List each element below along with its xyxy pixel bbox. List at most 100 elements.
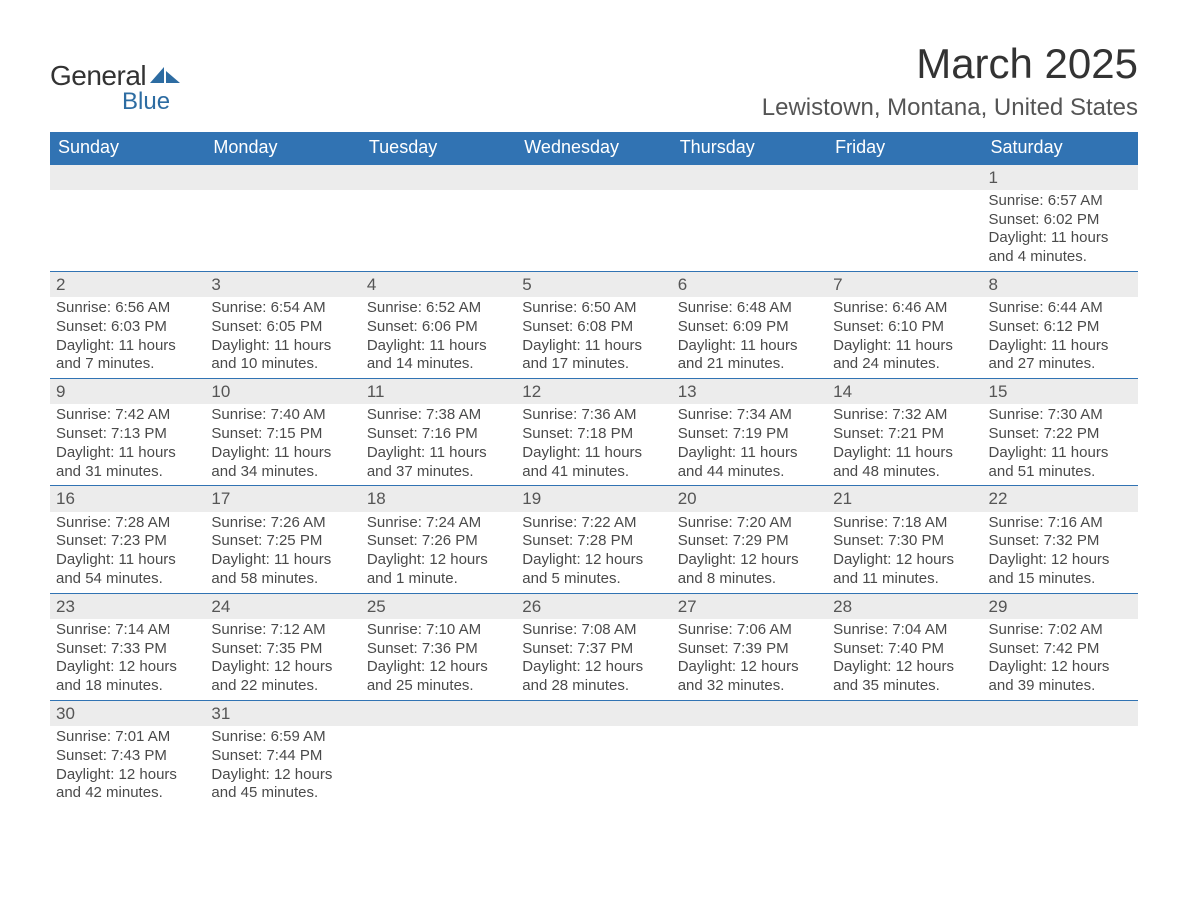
sunset-text: Sunset: 7:30 PM [833, 532, 976, 551]
calendar-day-cell: 16Sunrise: 7:28 AMSunset: 7:23 PMDayligh… [50, 486, 205, 593]
day-number [361, 701, 516, 726]
weekday-header: Thursday [672, 132, 827, 164]
day-data: Sunrise: 7:30 AMSunset: 7:22 PMDaylight:… [983, 404, 1138, 485]
sunrise-text: Sunrise: 7:28 AM [56, 514, 199, 533]
calendar-day-cell: 4Sunrise: 6:52 AMSunset: 6:06 PMDaylight… [361, 271, 516, 378]
sunrise-text: Sunrise: 6:48 AM [678, 299, 821, 318]
day-number: 5 [516, 272, 671, 297]
day-number: 17 [205, 486, 360, 511]
day-data: Sunrise: 7:14 AMSunset: 7:33 PMDaylight:… [50, 619, 205, 700]
day-number: 4 [361, 272, 516, 297]
daylight-text: Daylight: 12 hours and 18 minutes. [56, 658, 199, 696]
day-data: Sunrise: 7:01 AMSunset: 7:43 PMDaylight:… [50, 726, 205, 807]
daylight-text: Daylight: 11 hours and 7 minutes. [56, 337, 199, 375]
calendar-table: Sunday Monday Tuesday Wednesday Thursday… [50, 132, 1138, 807]
sunrise-text: Sunrise: 7:42 AM [56, 406, 199, 425]
day-data: Sunrise: 7:02 AMSunset: 7:42 PMDaylight:… [983, 619, 1138, 700]
calendar-day-cell: 24Sunrise: 7:12 AMSunset: 7:35 PMDayligh… [205, 593, 360, 700]
day-data: Sunrise: 7:04 AMSunset: 7:40 PMDaylight:… [827, 619, 982, 700]
calendar-week-row: 2Sunrise: 6:56 AMSunset: 6:03 PMDaylight… [50, 271, 1138, 378]
daylight-text: Daylight: 11 hours and 44 minutes. [678, 444, 821, 482]
day-number: 23 [50, 594, 205, 619]
day-number [50, 165, 205, 190]
calendar-day-cell: 3Sunrise: 6:54 AMSunset: 6:05 PMDaylight… [205, 271, 360, 378]
day-data [672, 190, 827, 196]
sunrise-text: Sunrise: 6:57 AM [989, 192, 1132, 211]
sunset-text: Sunset: 7:22 PM [989, 425, 1132, 444]
calendar-day-cell [205, 164, 360, 271]
sunrise-text: Sunrise: 7:06 AM [678, 621, 821, 640]
calendar-day-cell: 13Sunrise: 7:34 AMSunset: 7:19 PMDayligh… [672, 379, 827, 486]
sunset-text: Sunset: 7:28 PM [522, 532, 665, 551]
calendar-day-cell [827, 700, 982, 807]
day-data: Sunrise: 7:40 AMSunset: 7:15 PMDaylight:… [205, 404, 360, 485]
daylight-text: Daylight: 11 hours and 37 minutes. [367, 444, 510, 482]
day-data: Sunrise: 7:22 AMSunset: 7:28 PMDaylight:… [516, 512, 671, 593]
sunset-text: Sunset: 6:05 PM [211, 318, 354, 337]
sunrise-text: Sunrise: 7:24 AM [367, 514, 510, 533]
sunset-text: Sunset: 7:13 PM [56, 425, 199, 444]
location: Lewistown, Montana, United States [762, 94, 1138, 122]
sunset-text: Sunset: 6:12 PM [989, 318, 1132, 337]
day-data: Sunrise: 6:59 AMSunset: 7:44 PMDaylight:… [205, 726, 360, 807]
sunset-text: Sunset: 7:29 PM [678, 532, 821, 551]
daylight-text: Daylight: 12 hours and 15 minutes. [989, 551, 1132, 589]
daylight-text: Daylight: 11 hours and 31 minutes. [56, 444, 199, 482]
calendar-week-row: 9Sunrise: 7:42 AMSunset: 7:13 PMDaylight… [50, 379, 1138, 486]
calendar-day-cell [827, 164, 982, 271]
daylight-text: Daylight: 11 hours and 34 minutes. [211, 444, 354, 482]
day-number [205, 165, 360, 190]
sunrise-text: Sunrise: 7:10 AM [367, 621, 510, 640]
sunrise-text: Sunrise: 6:52 AM [367, 299, 510, 318]
day-data: Sunrise: 7:20 AMSunset: 7:29 PMDaylight:… [672, 512, 827, 593]
day-number: 6 [672, 272, 827, 297]
sunset-text: Sunset: 7:35 PM [211, 640, 354, 659]
day-number: 27 [672, 594, 827, 619]
day-data [361, 190, 516, 196]
calendar-day-cell [672, 700, 827, 807]
sunset-text: Sunset: 6:02 PM [989, 211, 1132, 230]
calendar-week-row: 30Sunrise: 7:01 AMSunset: 7:43 PMDayligh… [50, 700, 1138, 807]
calendar-day-cell: 11Sunrise: 7:38 AMSunset: 7:16 PMDayligh… [361, 379, 516, 486]
calendar-day-cell: 5Sunrise: 6:50 AMSunset: 6:08 PMDaylight… [516, 271, 671, 378]
day-number: 18 [361, 486, 516, 511]
calendar-body: 1 Sunrise: 6:57 AMSunset: 6:02 PM Daylight… [50, 164, 1138, 807]
calendar-day-cell: 21Sunrise: 7:18 AMSunset: 7:30 PMDayligh… [827, 486, 982, 593]
daylight-text: Daylight: 12 hours and 11 minutes. [833, 551, 976, 589]
day-data [361, 726, 516, 732]
title-block: March 2025 Lewistown, Montana, United St… [762, 40, 1138, 122]
day-data: Sunrise: 6:52 AMSunset: 6:06 PMDaylight:… [361, 297, 516, 378]
daylight-text: Daylight: 11 hours and 51 minutes. [989, 444, 1132, 482]
daylight-text: Daylight: 12 hours and 5 minutes. [522, 551, 665, 589]
daylight-text: Daylight: 11 hours and 21 minutes. [678, 337, 821, 375]
day-data: Sunrise: 7:12 AMSunset: 7:35 PMDaylight:… [205, 619, 360, 700]
weekday-header-row: Sunday Monday Tuesday Wednesday Thursday… [50, 132, 1138, 164]
daylight-text: Daylight: 11 hours and 24 minutes. [833, 337, 976, 375]
day-number [983, 701, 1138, 726]
day-number: 1 [983, 165, 1138, 190]
sunset-text: Sunset: 7:39 PM [678, 640, 821, 659]
calendar-day-cell: 26Sunrise: 7:08 AMSunset: 7:37 PMDayligh… [516, 593, 671, 700]
sunrise-text: Sunrise: 7:02 AM [989, 621, 1132, 640]
calendar-day-cell: 25Sunrise: 7:10 AMSunset: 7:36 PMDayligh… [361, 593, 516, 700]
daylight-text: Daylight: 12 hours and 25 minutes. [367, 658, 510, 696]
daylight-text: Daylight: 11 hours and 14 minutes. [367, 337, 510, 375]
day-data: Sunrise: 6:46 AMSunset: 6:10 PMDaylight:… [827, 297, 982, 378]
sunset-text: Sunset: 7:42 PM [989, 640, 1132, 659]
sunrise-text: Sunrise: 6:56 AM [56, 299, 199, 318]
sunset-text: Sunset: 7:37 PM [522, 640, 665, 659]
sunset-text: Sunset: 7:33 PM [56, 640, 199, 659]
day-number: 26 [516, 594, 671, 619]
day-number: 11 [361, 379, 516, 404]
day-number: 14 [827, 379, 982, 404]
calendar-day-cell: 28Sunrise: 7:04 AMSunset: 7:40 PMDayligh… [827, 593, 982, 700]
day-data: Sunrise: 6:50 AMSunset: 6:08 PMDaylight:… [516, 297, 671, 378]
calendar-day-cell: 7Sunrise: 6:46 AMSunset: 6:10 PMDaylight… [827, 271, 982, 378]
sunrise-text: Sunrise: 7:04 AM [833, 621, 976, 640]
month-title: March 2025 [762, 40, 1138, 88]
day-number: 22 [983, 486, 1138, 511]
day-data: Sunrise: 7:08 AMSunset: 7:37 PMDaylight:… [516, 619, 671, 700]
sunset-text: Sunset: 6:06 PM [367, 318, 510, 337]
day-number [672, 701, 827, 726]
weekday-header: Saturday [983, 132, 1138, 164]
